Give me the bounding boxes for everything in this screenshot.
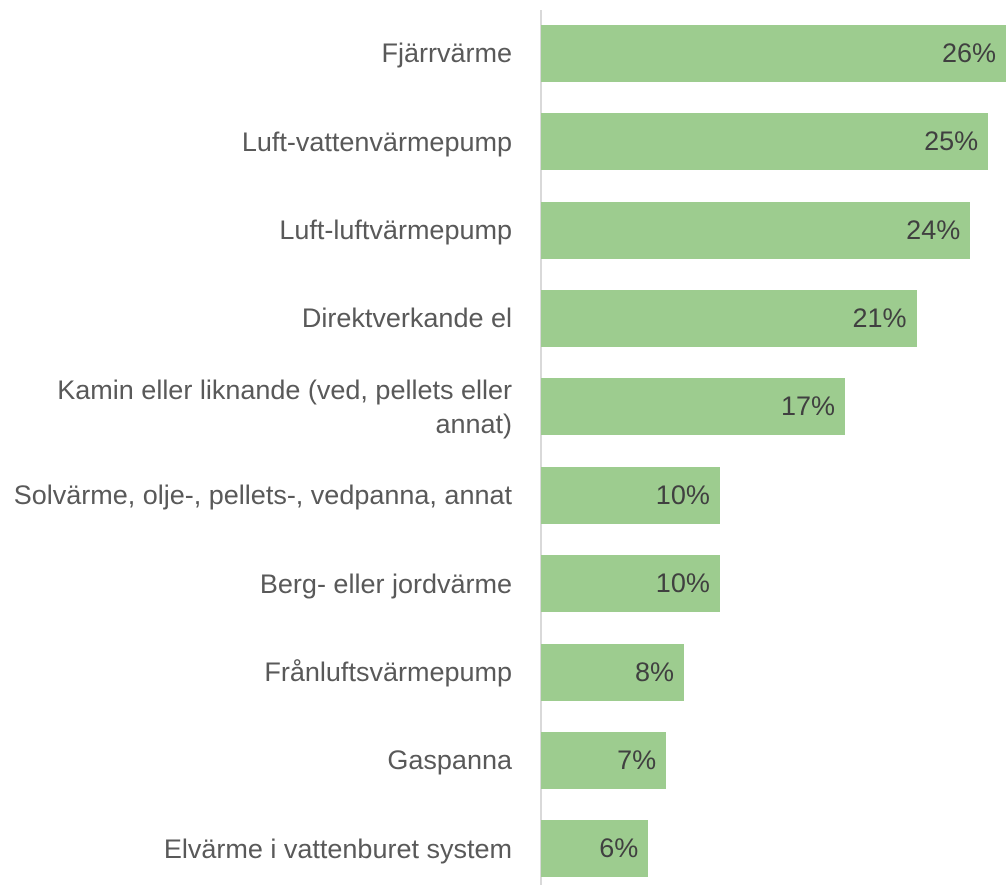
category-label: Solvärme, olje-, pellets-, vedpanna, ann… <box>13 480 512 511</box>
value-label: 10% <box>655 568 710 599</box>
category-label: Fjärrvärme <box>381 38 512 69</box>
bar <box>541 820 649 878</box>
category-label: Frånluftsvärmepump <box>264 657 512 687</box>
category-label: Kamin eller liknande (ved, pellets eller… <box>57 374 512 439</box>
bar <box>541 555 720 613</box>
value-label: 17% <box>780 391 836 422</box>
category-label: Luft-vattenvärmepump <box>241 126 512 157</box>
bar <box>541 24 1006 82</box>
category-label: Gaspanna <box>387 745 512 776</box>
bar <box>541 201 971 259</box>
value-label: 8% <box>635 656 675 687</box>
value-label: 10% <box>655 479 710 510</box>
value-label: 25% <box>924 126 979 157</box>
value-label: 24% <box>906 214 961 245</box>
bar <box>541 378 846 436</box>
value-label: 26% <box>941 37 996 68</box>
value-label: 7% <box>617 744 657 775</box>
category-label: Luft-luftvärmepump <box>279 215 512 245</box>
category-label: Elvärme i vattenburet system <box>163 833 512 864</box>
bar <box>541 466 720 524</box>
bar <box>541 113 989 171</box>
value-label: 21% <box>852 302 907 333</box>
bar <box>541 643 685 701</box>
axis-line <box>540 10 542 885</box>
bar <box>541 731 667 789</box>
category-label: Berg- eller jordvärme <box>259 568 512 599</box>
value-label: 6% <box>599 833 639 864</box>
category-label: Direktverkande el <box>301 303 512 334</box>
bar <box>541 289 917 347</box>
